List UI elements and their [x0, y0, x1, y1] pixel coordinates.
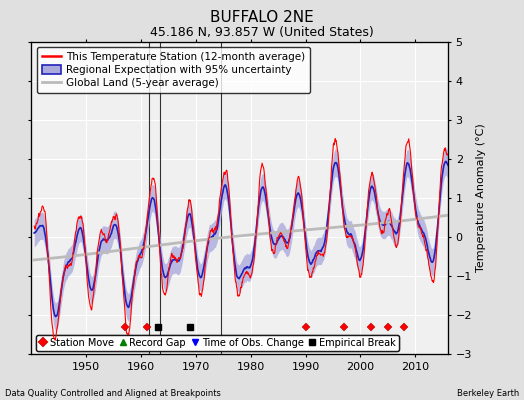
Legend: Station Move, Record Gap, Time of Obs. Change, Empirical Break: Station Move, Record Gap, Time of Obs. C…: [36, 335, 399, 351]
Text: BUFFALO 2NE: BUFFALO 2NE: [210, 10, 314, 25]
Y-axis label: Temperature Anomaly (°C): Temperature Anomaly (°C): [476, 124, 486, 272]
Text: 45.186 N, 93.857 W (United States): 45.186 N, 93.857 W (United States): [150, 26, 374, 39]
Text: Berkeley Earth: Berkeley Earth: [456, 389, 519, 398]
Text: Data Quality Controlled and Aligned at Breakpoints: Data Quality Controlled and Aligned at B…: [5, 389, 221, 398]
